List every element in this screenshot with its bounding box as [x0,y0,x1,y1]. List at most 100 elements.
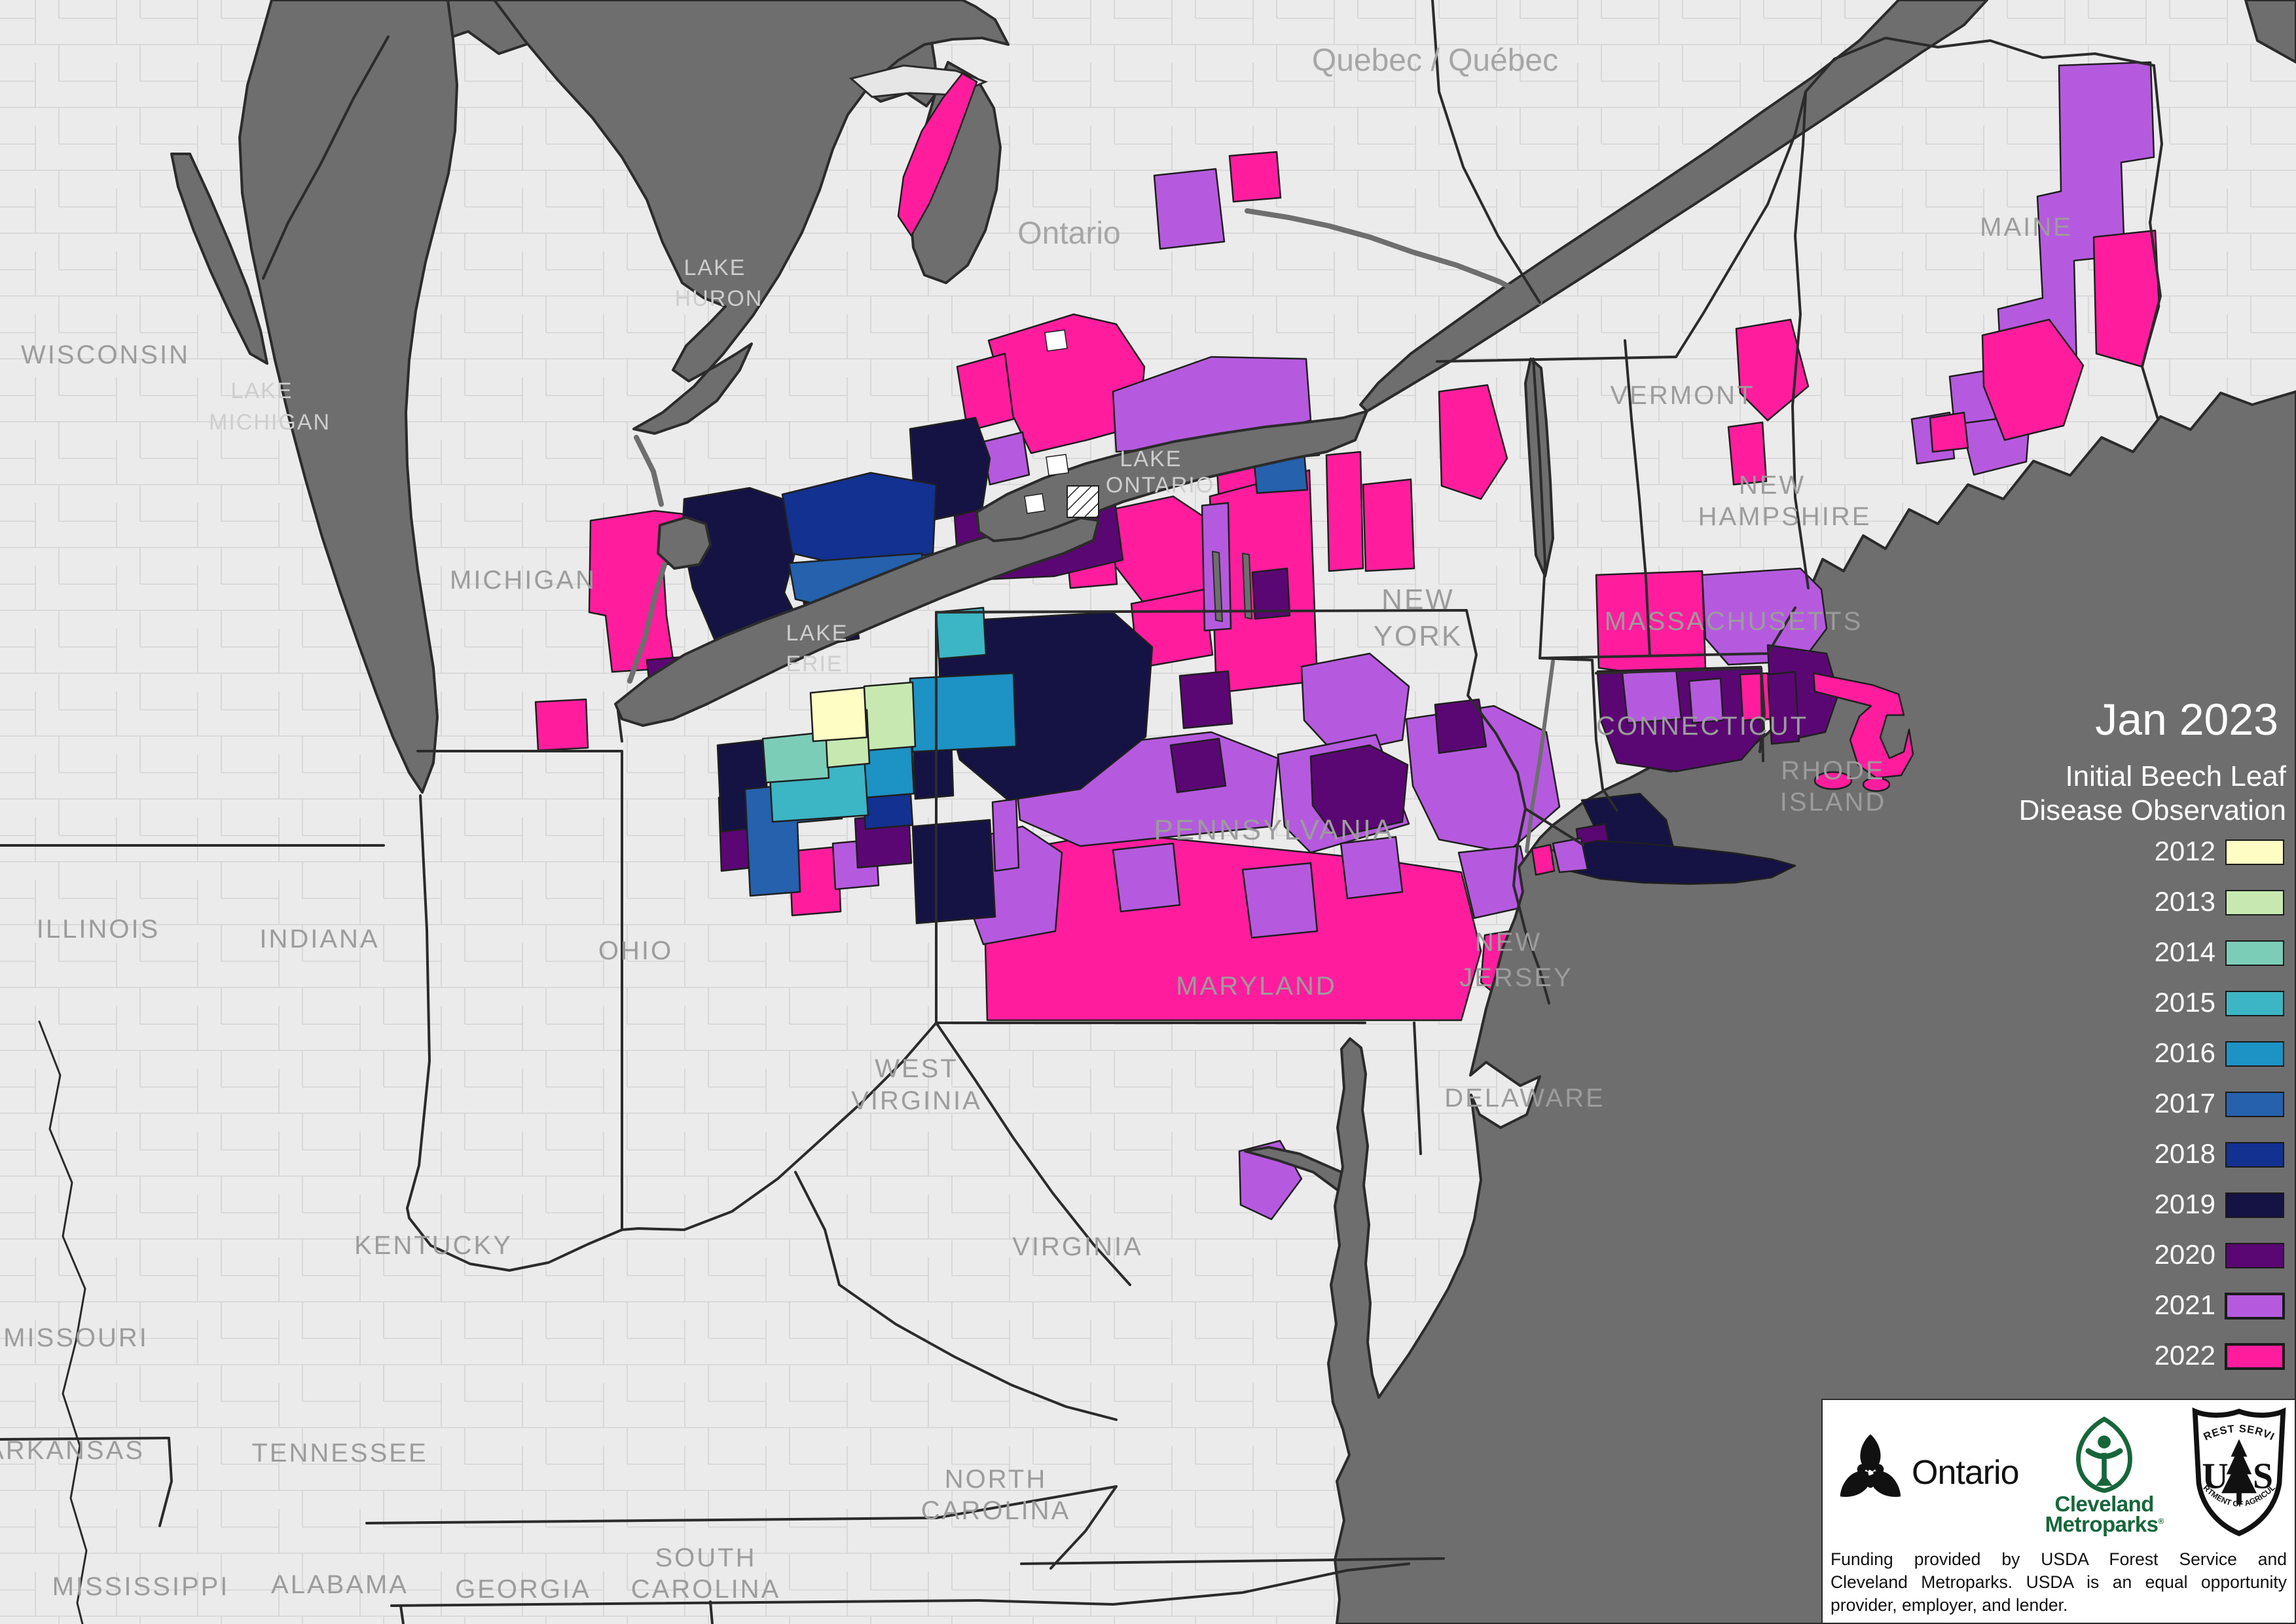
state-label: WEST [875,1054,958,1083]
potomac-river [1244,1146,1343,1192]
gulf-of-st-lawrence [2244,0,2296,64]
legend-swatch [2225,1343,2285,1370]
legend-year-label: 2014 [2155,936,2215,967]
legend-year-label: 2021 [2155,1289,2215,1320]
marthas-vineyard-2022 [1813,771,1853,790]
lake-label: LAKE [786,621,848,646]
legend-year-label: 2013 [2155,886,2215,917]
lake-label: LAKE [684,255,746,280]
usfs-tree-glyph [2221,1439,2257,1505]
state-label: CAROLINA [631,1575,781,1604]
nantucket-2022 [1862,777,1891,792]
legend-title: Jan 2023 [2095,695,2278,745]
legend-year-label: 2016 [2155,1037,2215,1068]
finger-lake [1212,551,1223,622]
green-bay [170,153,268,365]
legend-swatch [2225,1243,2284,1268]
long-island-2019 [1552,840,1796,885]
west-rhode-island-2020 [1766,671,1800,745]
state-label: RHODE [1781,756,1885,785]
legend-swatch [2225,940,2284,966]
state-label: INDIANA [259,925,379,953]
legend-swatch [2225,840,2284,865]
ontario-wordmark: Ontario [1912,1454,2020,1492]
state-label: MISSISSIPPI [52,1572,230,1601]
cleveland-wordmark-line2: Metroparks® [2045,1512,2164,1536]
hudson-river [1525,659,1555,853]
state-label: VIRGINIA [851,1086,982,1115]
st-lawrence-river [1359,0,1988,413]
funding-line: Cleveland Metroparks. USDA is an equal o… [1831,1572,2287,1592]
state-label: MAINE [1980,213,2073,242]
cleveland-wordmark-line1: Cleveland [2054,1491,2155,1516]
prov-label: Ontario [1017,216,1120,251]
legend-subtitle-2: Disease Observation [2019,794,2286,826]
state-label: GEORGIA [455,1575,591,1604]
nyc-2021 [1552,837,1589,874]
state-label: JERSEY [1459,963,1573,992]
cleveland-metroparks-logo-lockup: Cleveland Metroparks® [2045,1415,2164,1535]
partner-logos: Ontario Cleveland Metroparks® FOREST SER… [1823,1400,2295,1544]
legend-swatch [2225,1293,2285,1320]
legend-year-label: 2020 [2155,1239,2215,1270]
us-forest-service-shield-icon: FOREST SERVICE U S DEPARTMENT OF AGRICUL… [2192,1407,2286,1536]
state-label: MARYLAND [1176,972,1337,1001]
state-label: ISLAND [1780,788,1887,817]
lake-st-clair [657,516,712,570]
usfs-letter-s: S [2253,1456,2273,1496]
legend-swatch [2225,1092,2284,1117]
cape-cod-2022 [1812,672,1914,779]
state-label: MICHIGAN [450,566,596,595]
finger-lake [1242,553,1252,619]
ontario-logo-lockup: Ontario [1832,1430,2020,1515]
lake-label: ERIE [786,652,843,676]
registered-trademark: ® [2158,1517,2164,1526]
water-bodies [170,0,2296,1624]
city-holes [1024,329,1099,518]
state-label: TENNESSEE [251,1439,428,1467]
detroit-river [627,562,667,684]
attribution-box: Ontario Cleveland Metroparks® FOREST SER… [1821,1399,2296,1624]
state-label: ARKANSAS [0,1436,145,1465]
state-label: NEW [1381,583,1455,616]
bruce-peninsula-2022 [897,72,978,237]
brooklyn-2022 [1531,843,1556,876]
legend-year-label: 2017 [2155,1088,2215,1118]
state-label: NEW [1739,471,1806,500]
ontario-trillium-icon [1840,1434,1901,1497]
map-labels: WISCONSIN MICHIGAN ILLINOIS INDIANA OHIO KENT… [0,43,2073,1604]
state-label: NORTH [945,1465,1047,1494]
lake-label: LAKE [231,378,293,403]
state-label: VIRGINIA [1012,1232,1143,1261]
state-borders [0,0,2163,1624]
map-legend: Jan 2023 Initial Beech Leaf Disease Obse… [2019,695,2287,1371]
legend-swatch [2225,1192,2284,1218]
legend-rows: 2012 2013 2014 2015 2016 2017 2018 2019 2020 2021… [2155,836,2285,1371]
legend-subtitle-1: Initial Beech Leaf [2065,760,2286,792]
funding-line: Funding provided by USDA Forest Service … [1831,1549,2287,1569]
state-label: DELAWARE [1444,1084,1605,1113]
st-clair-river [634,435,664,507]
state-label: VERMONT [1611,381,1755,410]
state-label: KENTUCKY [354,1231,513,1260]
maine-coast-2022 [1981,318,2085,441]
state-label: SOUTH [655,1543,757,1572]
prov-label: Quebec / Québec [1312,43,1558,78]
state-label: PENNSYLVANIA [1154,814,1394,846]
legend-swatch [2225,890,2284,915]
year-2012-region [809,686,868,743]
state-label: HAMPSHIRE [1698,502,1872,531]
lake-michigan [238,0,458,794]
state-label: YORK [1374,620,1463,652]
legend-swatch [2225,991,2284,1016]
cleveland-metroparks-icon [2076,1416,2133,1493]
state-label: MASSACHUSETTS [1605,607,1863,636]
lake-label: MICHIGAN [209,410,331,435]
legend-year-label: 2015 [2155,987,2215,1018]
ottawa-river [1245,208,1542,305]
coastal-disease-regions [897,72,2160,885]
state-label: CAROLINA [921,1496,1071,1525]
legend-year-label: 2012 [2155,836,2215,866]
